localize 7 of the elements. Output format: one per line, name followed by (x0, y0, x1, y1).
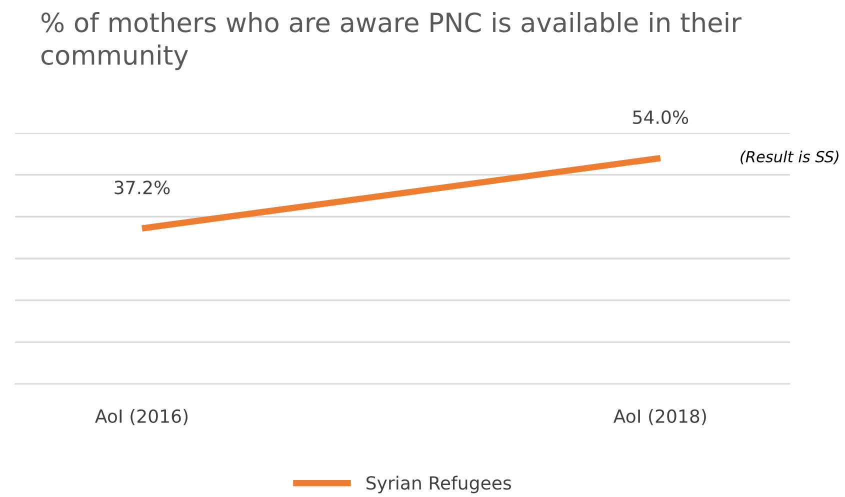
chart-title: % of mothers who are aware PNC is available in their community (41, 12, 742, 70)
legend-label: Syrian Refugees (366, 476, 512, 494)
x-tick-label: AoI (2018) (613, 409, 706, 426)
annotation: (Result is SS) (740, 150, 838, 164)
data-label: 37.2% (114, 180, 170, 194)
data-label: 54.0% (633, 110, 688, 124)
x-tick-label: AoI (2016) (95, 409, 188, 426)
